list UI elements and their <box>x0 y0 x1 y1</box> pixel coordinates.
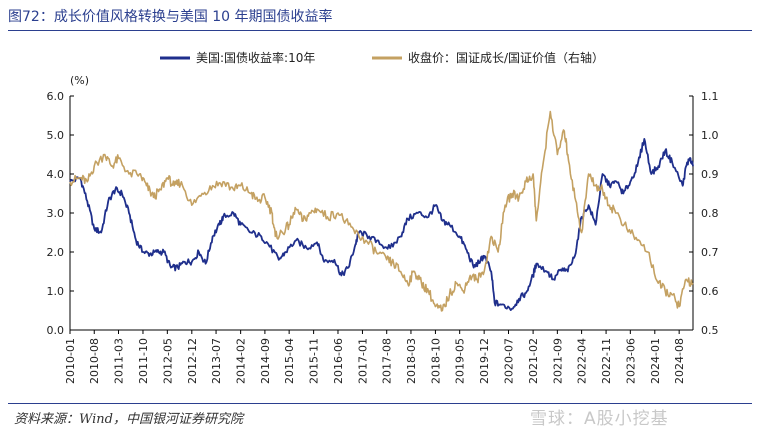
title-rule <box>8 30 752 31</box>
x-tick-label: 2019-12 <box>478 338 491 384</box>
x-tick-label: 2015-04 <box>283 338 296 384</box>
left-y-tick-label: 0.0 <box>47 324 65 337</box>
left-y-tick-label: 1.0 <box>47 285 65 298</box>
x-tick-label: 2014-09 <box>259 338 272 384</box>
plot-frame <box>69 96 694 331</box>
x-tick-label: 2019-05 <box>454 338 467 384</box>
x-tick-label: 2022-11 <box>600 338 613 384</box>
x-tick-label: 2010-01 <box>64 338 77 384</box>
x-tick-label: 2024-01 <box>649 338 662 384</box>
legend-label: 收盘价：国证成长/国证价值（右轴） <box>408 50 604 65</box>
watermark-text: 雪球：A股小挖基 <box>530 409 669 429</box>
right-y-tick-label: 0.6 <box>701 285 719 298</box>
x-tick-label: 2017-01 <box>356 338 369 384</box>
right-y-tick-label: 0.8 <box>701 207 719 220</box>
x-tick-label: 2022-04 <box>576 338 589 384</box>
x-tick-label: 2018-03 <box>405 338 418 384</box>
x-tick-label: 2024-08 <box>673 338 686 384</box>
us-10y-yield-line <box>69 137 694 312</box>
left-y-tick-label: 3.0 <box>47 207 65 220</box>
right-y-tick-label: 0.9 <box>701 168 719 181</box>
left-y-tick-label: 5.0 <box>47 129 65 142</box>
x-tick-label: 2020-07 <box>503 338 516 384</box>
right-y-tick-label: 1.0 <box>701 129 719 142</box>
y-unit-label: (%) <box>70 74 89 87</box>
legend: 美国:国债收益率:10年 收盘价：国证成长/国证价值（右轴） <box>160 50 604 65</box>
x-tick-label: 2014-02 <box>235 338 248 384</box>
figure-title: 图72：成长价值风格转换与美国 10 年期国债收益率 <box>8 9 333 25</box>
x-tick-label: 2017-08 <box>381 338 394 384</box>
legend-label: 美国:国债收益率:10年 <box>196 50 315 65</box>
x-tick-label: 2011-03 <box>112 338 125 384</box>
chart: 0.0 1.0 2.0 3.0 4.0 5.0 6.0 0.5 0.6 0.7 0.8 0.9 1.0 1… <box>47 50 719 384</box>
x-tick-label: 2012-05 <box>161 338 174 384</box>
x-tick-label: 2012-12 <box>186 338 199 384</box>
axis-layer: 0.0 1.0 2.0 3.0 4.0 5.0 6.0 0.5 0.6 0.7 0.8 0.9 1.0 1… <box>47 90 719 384</box>
right-y-tick-label: 1.1 <box>701 90 719 103</box>
left-y-tick-label: 2.0 <box>47 246 65 259</box>
x-tick-label: 2010-08 <box>88 338 101 384</box>
right-y-tick-label: 0.5 <box>701 324 719 337</box>
x-tick-label: 2018-10 <box>429 338 442 384</box>
left-y-tick-label: 4.0 <box>47 168 65 181</box>
x-tick-label: 2021-09 <box>551 338 564 384</box>
x-tick-label: 2023-06 <box>624 338 637 384</box>
x-tick-label: 2016-06 <box>332 338 345 384</box>
left-y-tick-label: 6.0 <box>47 90 65 103</box>
x-tick-label: 2021-02 <box>527 338 540 384</box>
x-tick-label: 2015-11 <box>308 338 321 384</box>
x-tick-label: 2013-07 <box>210 338 223 384</box>
figure-source: 资料来源：Wind，中国银河证券研究院 <box>14 412 243 427</box>
growth-value-ratio-line <box>69 110 694 312</box>
source-rule <box>8 403 752 404</box>
x-tick-label: 2011-10 <box>137 338 150 384</box>
series-layer <box>69 110 694 312</box>
right-y-tick-label: 0.7 <box>701 246 719 259</box>
